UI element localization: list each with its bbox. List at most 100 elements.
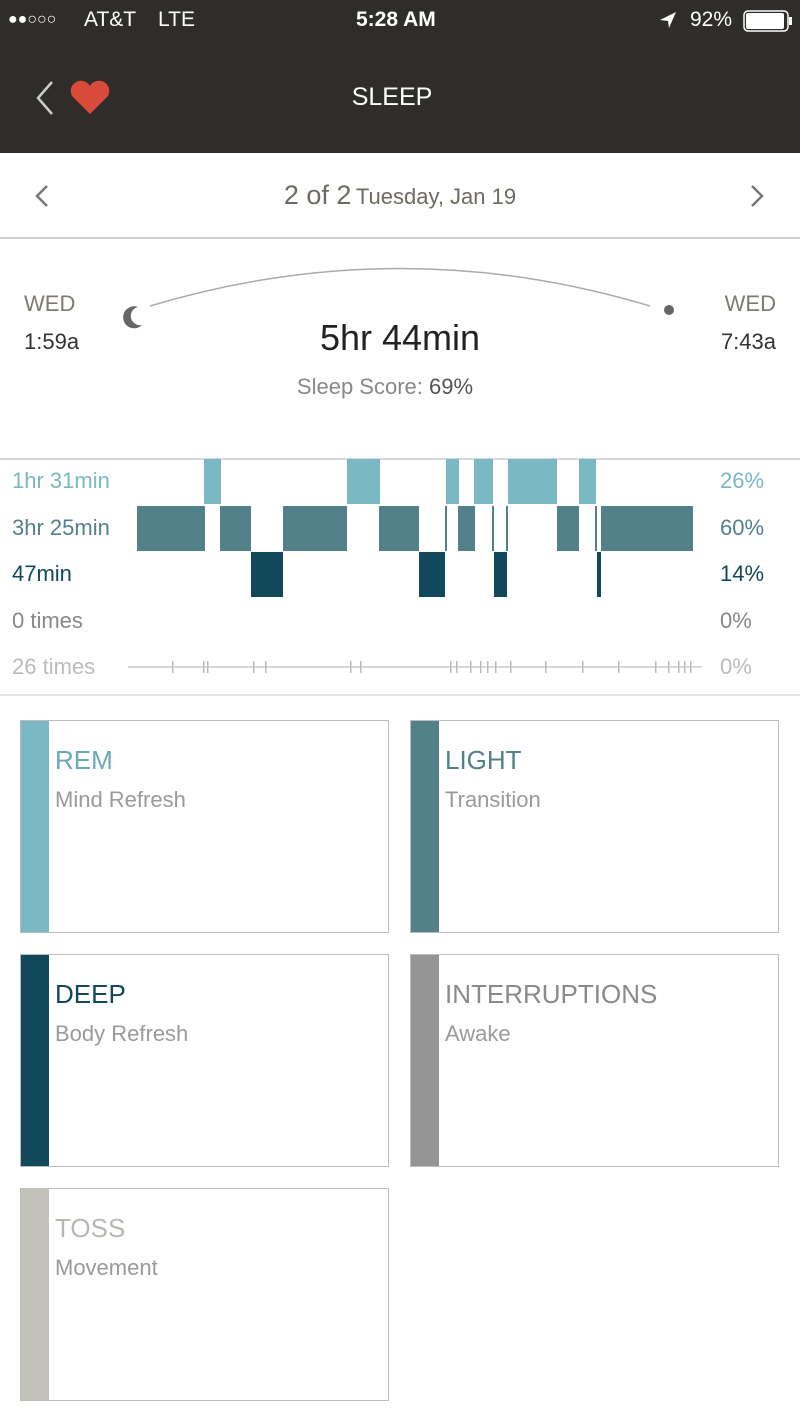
light-segment [283,506,347,551]
toss-tick [207,661,209,673]
light-segment [445,506,447,551]
stage-duration: 3hr 25min [12,514,110,540]
score-label: Sleep Score: [296,374,423,399]
battery-tip [789,17,792,25]
rem-segment [204,459,221,504]
light-segment [601,506,693,551]
card-subtitle: Movement [55,1255,158,1280]
card-title: INTERRUPTIONS [445,979,658,1009]
toss-tick [470,661,472,673]
stage-duration: 0 times [12,607,83,633]
battery-percent: 92% [690,8,733,31]
light-segment [557,506,579,551]
clock: 5:28 AM [356,8,436,31]
back-button[interactable] [30,76,120,121]
toss-tick [495,661,497,673]
rem-segment [579,459,596,504]
toss-tick [510,661,512,673]
back-arrow [36,81,53,115]
deep-card[interactable]: DEEP Body Refresh [20,954,389,1167]
deep-segment [597,552,601,597]
card-subtitle: Transition [445,787,541,812]
start-day: WED [24,291,76,316]
stage-percent: 0% [720,654,752,679]
arc [149,267,651,307]
toss-card[interactable]: TOSS Movement [20,1188,389,1401]
toss-tick [172,661,174,673]
toss-tick [203,661,205,673]
card-title: REM [55,745,113,775]
next-button[interactable] [751,185,764,207]
rem-segment [508,459,557,504]
card-title: LIGHT [445,745,522,775]
battery-level [746,13,784,29]
status-bar [0,0,800,153]
toss-tick [668,661,670,673]
light-card[interactable]: LIGHT Transition [410,720,779,933]
sun-icon [664,305,674,315]
toss-tick [456,661,458,673]
card-subtitle: Mind Refresh [55,787,186,812]
date-label: 2 of 2 Tuesday, Jan 19 [0,180,800,211]
toss-tick [253,661,255,673]
start-time: 1:59a [24,329,80,354]
toss-tick [618,661,620,673]
toss-tick [480,661,482,673]
interruptions-card[interactable]: INTERRUPTIONS Awake [410,954,779,1167]
moon-icon [123,306,142,329]
rem-segment [347,459,380,504]
record-count: 2 of 2 [283,180,352,210]
sleep-timeline [0,459,800,696]
toss-tick [360,661,362,673]
signal: ●●○○○ [8,11,57,28]
toss-tick [678,661,680,673]
end-time: 7:43a [720,329,776,354]
prev-button[interactable] [35,185,48,207]
color-bar [21,1189,49,1400]
score-value: 69% [429,374,474,399]
card-subtitle: Body Refresh [55,1021,189,1046]
date-nav [0,185,800,239]
toss-tick [487,661,489,673]
status-icons [660,10,792,32]
light-segment [595,506,597,551]
color-bar [411,955,439,1166]
toss-tick [690,661,692,673]
stage-percent: 26% [720,468,765,493]
card-title: TOSS [55,1213,126,1243]
light-segment [506,506,508,551]
stage-duration: 1hr 31min [12,468,110,493]
toss-tick [684,661,686,673]
card-title: DEEP [55,979,126,1009]
rem-card[interactable]: REM Mind Refresh [20,720,389,933]
deep-segment [494,552,507,597]
heart-logo [70,80,110,114]
stage-percent: 0% [720,607,752,633]
toss-tick [545,661,547,673]
toss-tick [582,661,584,673]
light-segment [492,506,494,551]
battery-icon [743,10,789,32]
light-segment [379,506,419,551]
toss-tick [450,661,452,673]
color-bar [411,721,439,932]
carrier: AT&T [84,8,137,31]
light-segment [458,506,475,551]
deep-segment [419,552,445,597]
card-subtitle: Awake [445,1021,511,1046]
nav-title: SLEEP [351,83,433,111]
end-day: WED [724,291,776,316]
rem-segment [474,459,493,504]
toss-tick [655,661,657,673]
sleep-arc [0,267,800,460]
toss-tick [350,661,352,673]
network: LTE [158,8,195,31]
rem-segment [446,459,459,504]
sleep-score: Sleep Score: 69% [0,374,770,400]
stage-duration: 26 times [12,654,96,679]
color-bar [21,721,49,932]
duration: 5hr 44min [319,317,481,358]
deep-segment [251,552,283,597]
toss-tick [265,661,267,673]
stage-percent: 14% [720,561,765,586]
